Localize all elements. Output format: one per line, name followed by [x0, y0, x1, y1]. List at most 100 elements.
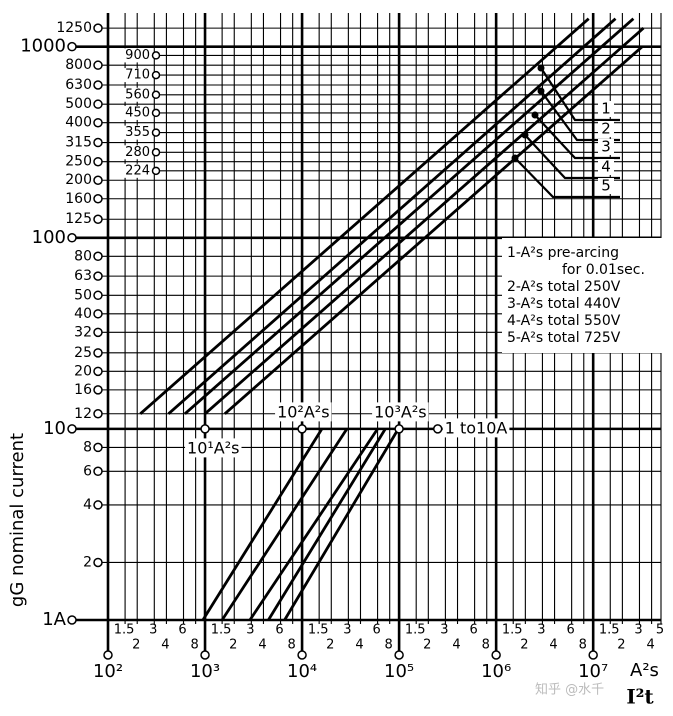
legend-note: 4-A²s total 550V [507, 313, 621, 329]
series-line [183, 17, 635, 415]
x-tick-label: 8 [579, 638, 587, 653]
tick-circle [93, 214, 103, 224]
label-bg [598, 178, 614, 194]
series-label: 4 [601, 158, 611, 176]
y-tick-label: 10 [43, 418, 66, 439]
annotation: 10³A²s [374, 402, 426, 421]
x-tick-label: 6 [469, 623, 477, 638]
label-bg [598, 121, 614, 137]
label-bg [275, 402, 332, 422]
y-tick-label: 1250 [56, 20, 92, 36]
x-tick-label: 4 [258, 638, 266, 653]
tick-circle [67, 41, 77, 52]
annotation: 10¹A²s [187, 438, 239, 457]
label-bg [185, 438, 242, 458]
y-tick-label-inner: 560 [125, 87, 150, 102]
series-line [204, 27, 645, 415]
tick-circle [93, 327, 103, 338]
tick-circle [93, 117, 103, 128]
tick-circle [93, 409, 103, 419]
y-tick-label: 63 [74, 268, 92, 284]
x-tick-label: 4 [646, 638, 654, 653]
y-tick-label: 315 [65, 135, 92, 151]
y-tick-label: 32 [74, 324, 92, 340]
y-tick-label: 16 [74, 382, 92, 398]
x-tick-label: 1.5 [599, 623, 620, 638]
label-bg [118, 145, 152, 160]
series-line [201, 428, 324, 621]
tick-circle [103, 650, 113, 660]
x-tick-label: 1.5 [502, 623, 523, 638]
y-tick-label: 1A [42, 609, 66, 630]
x-axis-unit: A²s [630, 660, 659, 681]
x-tick-label: 2 [617, 638, 625, 653]
label-bg [118, 105, 152, 120]
annotation-circle [200, 424, 210, 434]
x-axis-label: I²t [626, 685, 654, 709]
tick-circle [67, 233, 77, 243]
tick-circle [93, 309, 103, 319]
label-bg [598, 159, 614, 175]
tick-circle [93, 23, 103, 33]
x-tick-label: 3 [149, 623, 157, 638]
x-tick-label: 3 [537, 623, 545, 638]
tick-circle [93, 385, 103, 395]
x-tick-label: 8 [288, 638, 296, 653]
y-tick-label: 20 [74, 363, 92, 379]
x-tick-label: 1.5 [211, 623, 232, 638]
tick-circle [151, 108, 161, 118]
x-tick-label: 1.5 [405, 623, 426, 638]
legend-note: 1-A²s pre-arcing [507, 245, 619, 261]
tick-circle [93, 60, 103, 70]
tick-circle [93, 175, 103, 185]
x-tick-label: 6 [567, 623, 575, 638]
tick-circle [151, 166, 161, 176]
label-bg [598, 139, 614, 155]
y-tick-label: 250 [65, 154, 92, 170]
x-tick-label: 3 [343, 623, 351, 638]
y-tick-label: 2 [83, 554, 92, 570]
x-tick-label: 4 [161, 638, 169, 653]
tick-circle [67, 615, 77, 625]
x-tick-label: 4 [549, 638, 557, 653]
series-line [223, 45, 644, 415]
series-line [220, 428, 349, 621]
watermark: 知乎 @水千 [535, 682, 604, 698]
label-bg [118, 48, 152, 63]
series-label: 1 [601, 100, 611, 118]
y-tick-label: 8 [83, 439, 92, 455]
y-tick-label: 6 [83, 463, 92, 479]
tick-circle [93, 80, 103, 90]
x-tick-label: 3 [634, 623, 642, 638]
x-tick-label: 10³ [190, 661, 220, 682]
tick-circle [67, 424, 77, 434]
tick-circle [93, 271, 103, 281]
tick-circle [151, 51, 161, 60]
y-tick-label-inner: 710 [125, 68, 150, 83]
annotation: 1 to10A [445, 418, 508, 437]
y-tick-label: 100 [32, 227, 66, 248]
series-line [248, 428, 379, 621]
x-tick-label: 6 [275, 623, 283, 638]
series-label: 3 [601, 138, 611, 156]
y-tick-label: 25 [74, 345, 92, 361]
tick-circle [93, 99, 103, 109]
annotation: 10²A²s [277, 402, 329, 421]
label-bg [118, 125, 152, 140]
tick-circle [93, 194, 103, 204]
callout-line [534, 114, 620, 160]
y-tick-label: 12 [74, 406, 92, 422]
x-tick-label: 5 [656, 623, 664, 638]
x-tick-label: 1.5 [114, 623, 135, 638]
label-bg [598, 101, 614, 117]
x-tick-label: 10² [93, 661, 123, 682]
tick-circle [588, 650, 598, 660]
tick-circle [93, 137, 103, 148]
y-tick-label: 160 [65, 191, 92, 207]
y-tick-label-inner: 450 [125, 105, 150, 120]
x-tick-label: 3 [440, 623, 448, 638]
x-tick-label: 2 [326, 638, 334, 653]
y-tick-label: 4 [83, 497, 92, 513]
series-label: 2 [601, 120, 611, 138]
